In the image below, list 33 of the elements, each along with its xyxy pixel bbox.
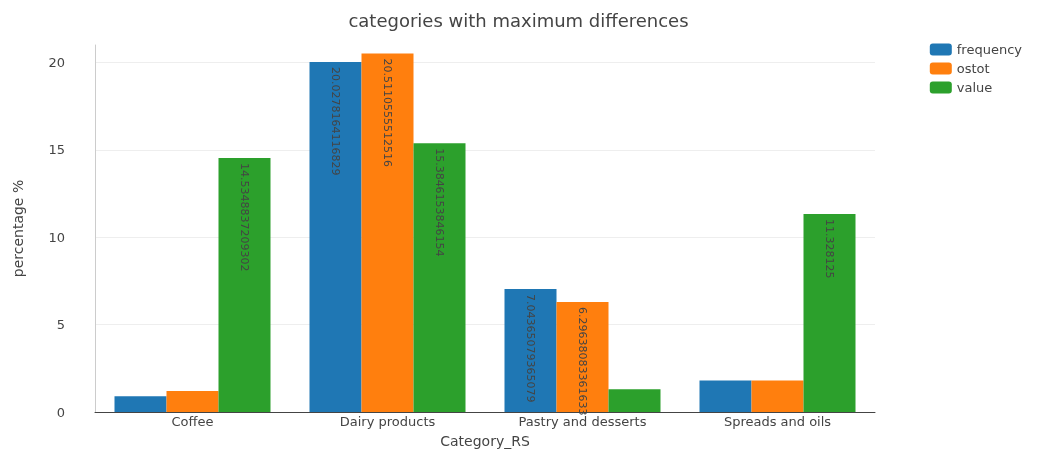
bar: [166, 391, 219, 412]
bar: [608, 389, 661, 412]
x-tick-label: Coffee: [171, 414, 214, 429]
bar: [413, 143, 466, 412]
legend-label: ostot: [956, 61, 990, 76]
chart-title: categories with maximum differences: [348, 9, 689, 31]
legend-label: frequency: [956, 42, 1023, 57]
bar: [361, 53, 414, 412]
y-tick-label: 10: [48, 229, 65, 245]
bar: [218, 157, 271, 412]
x-axis-title: Category_RS: [440, 433, 530, 449]
x-tick-label: Pastry and desserts: [518, 414, 647, 429]
data-label: 6.29638083361633: [576, 306, 589, 416]
y-tick-label: 15: [48, 142, 65, 158]
data-label: 20.0278164116829: [329, 66, 342, 176]
data-label: 14.5348837209302: [238, 162, 251, 272]
y-tick-label: 20: [48, 54, 65, 70]
bar: [309, 61, 362, 412]
y-axis-title: percentage %: [10, 179, 26, 278]
bar: [114, 396, 167, 412]
legend-label: value: [956, 80, 993, 95]
bar: [699, 380, 752, 412]
data-label: 11.328125: [823, 219, 836, 279]
x-tick-label: Spreads and oils: [723, 414, 832, 429]
data-label: 15.3846153846154: [433, 148, 446, 257]
x-tick-label: Dairy products: [339, 414, 436, 429]
y-tick-label: 0: [56, 404, 65, 420]
bar: [751, 380, 804, 412]
data-label: 20.5110555512516: [381, 58, 394, 168]
y-tick-label: 5: [56, 317, 65, 333]
data-label: 7.04365079365079: [524, 293, 537, 403]
bar: [803, 214, 856, 412]
bar: [504, 288, 557, 412]
